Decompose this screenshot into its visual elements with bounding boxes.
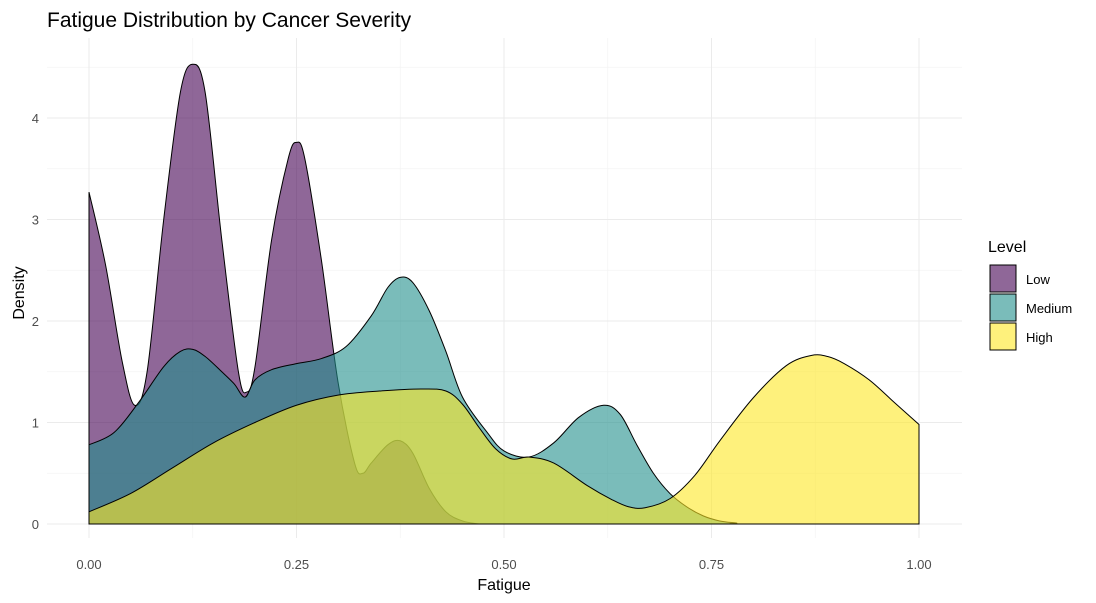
legend-key-medium	[989, 293, 1017, 322]
y-tick-label: 4	[32, 111, 39, 126]
legend-key-high	[989, 322, 1017, 351]
x-axis-title: Fatigue	[477, 577, 530, 594]
y-tick-label: 1	[32, 416, 39, 431]
y-tick-label: 0	[32, 517, 39, 532]
x-tick-label: 0.25	[284, 557, 309, 572]
x-tick-label: 0.50	[491, 557, 516, 572]
x-tick-label: 0.00	[76, 557, 101, 572]
x-tick-label: 0.75	[699, 557, 724, 572]
legend-label-medium: Medium	[1026, 301, 1072, 316]
x-axis-ticks: 0.00 0.25 0.50 0.75 1.00	[76, 557, 931, 572]
y-tick-label: 2	[32, 314, 39, 329]
y-axis-title: Density	[11, 266, 28, 319]
density-area-high	[88, 354, 920, 525]
legend: Level Low Medium High	[988, 239, 1072, 351]
legend-label-low: Low	[1026, 272, 1050, 287]
chart-title: Fatigue Distribution by Cancer Severity	[47, 9, 412, 32]
density-areas	[88, 63, 920, 525]
y-axis-ticks: 0 1 2 3 4	[32, 111, 39, 532]
x-tick-label: 1.00	[906, 557, 931, 572]
legend-label-high: High	[1026, 330, 1053, 345]
legend-items: Low Medium High	[989, 264, 1072, 351]
legend-key-low	[989, 264, 1017, 293]
legend-title: Level	[988, 239, 1026, 256]
y-tick-label: 3	[32, 213, 39, 228]
